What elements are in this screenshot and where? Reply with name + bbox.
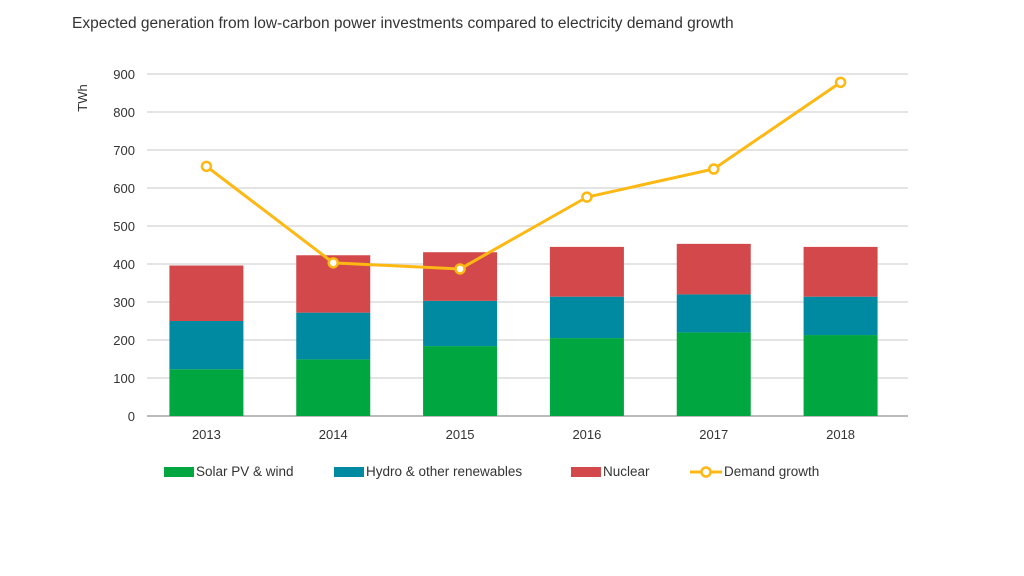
- y-tick-label: 0: [128, 409, 135, 424]
- y-tick-label: 300: [113, 295, 135, 310]
- demand-point: [454, 263, 466, 275]
- bar-segment: [169, 265, 244, 321]
- bar-segment: [676, 332, 751, 416]
- demand-point: [581, 191, 593, 203]
- legend: Solar PV & wind Hydro & other renewables N…: [0, 464, 1024, 484]
- legend-label: Hydro & other renewables: [366, 464, 523, 479]
- demand-line: [205, 81, 842, 271]
- bar-segment: [296, 359, 371, 416]
- y-axis-label: TWh: [75, 84, 90, 111]
- bar-segment: [423, 300, 498, 347]
- bar-segment: [169, 321, 244, 370]
- legend-swatch: [164, 466, 194, 477]
- bar-segment: [169, 369, 244, 416]
- bar-segment: [549, 246, 624, 297]
- legend-label: Nuclear: [603, 464, 650, 479]
- x-tick-label: 2018: [826, 427, 855, 442]
- y-tick-label: 200: [113, 333, 135, 348]
- x-tick-label: 2014: [319, 427, 348, 442]
- x-tick-label: 2013: [192, 427, 221, 442]
- bar-segment: [803, 246, 878, 297]
- y-tick-label: 500: [113, 219, 135, 234]
- y-tick-label: 100: [113, 371, 135, 386]
- legend-swatch: [571, 466, 601, 477]
- x-tick-label: 2015: [446, 427, 475, 442]
- legend-label: Solar PV & wind: [196, 464, 294, 479]
- y-tick-label: 700: [113, 143, 135, 158]
- bar-segment: [676, 243, 751, 295]
- bar-segment: [549, 296, 624, 339]
- legend-item: Solar PV & wind: [164, 464, 294, 479]
- legend-item: Hydro & other renewables: [334, 464, 522, 479]
- chart-title: Expected generation from low-carbon powe…: [72, 15, 734, 32]
- bar-segment: [423, 252, 498, 301]
- y-tick-label: 600: [113, 181, 135, 196]
- legend-item: Demand growth: [690, 464, 819, 479]
- y-tick-label: 400: [113, 257, 135, 272]
- legend-swatch: [334, 466, 364, 477]
- demand-point: [708, 163, 720, 175]
- bar-segment: [549, 338, 624, 416]
- x-tick-label: 2016: [572, 427, 601, 442]
- demand-point: [327, 257, 339, 269]
- legend-label: Demand growth: [724, 464, 820, 479]
- legend-swatch: [690, 465, 722, 478]
- bar-segment: [803, 296, 878, 336]
- y-tick-label: 900: [113, 67, 135, 82]
- bar-segment: [676, 294, 751, 333]
- bar-segment: [423, 346, 498, 416]
- x-tick-label: 2017: [699, 427, 728, 442]
- y-tick-label: 800: [113, 105, 135, 120]
- demand-point: [200, 160, 213, 173]
- bar-segment: [803, 335, 878, 416]
- bar-segment: [296, 312, 371, 360]
- legend-item: Nuclear: [571, 464, 650, 479]
- demand-point: [834, 76, 847, 89]
